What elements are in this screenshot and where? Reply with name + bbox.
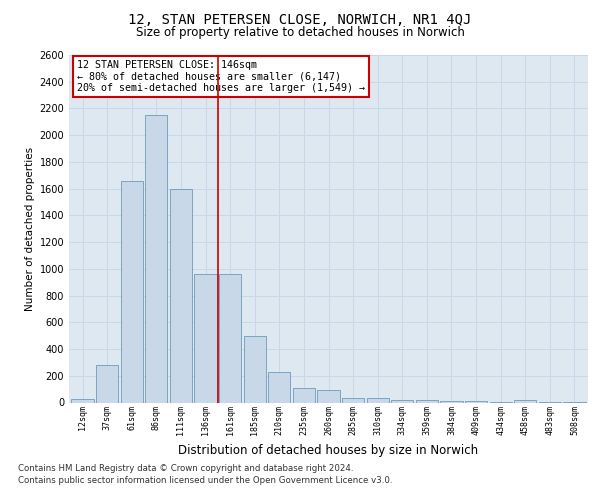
Bar — [121, 180, 143, 402]
Bar — [170, 188, 192, 402]
Bar — [391, 400, 413, 402]
Bar — [342, 398, 364, 402]
Bar — [96, 365, 118, 403]
Text: Contains public sector information licensed under the Open Government Licence v3: Contains public sector information licen… — [18, 476, 392, 485]
Text: 12, STAN PETERSEN CLOSE, NORWICH, NR1 4QJ: 12, STAN PETERSEN CLOSE, NORWICH, NR1 4Q… — [128, 12, 472, 26]
Bar — [244, 336, 266, 402]
Text: 12 STAN PETERSEN CLOSE: 146sqm
← 80% of detached houses are smaller (6,147)
20% : 12 STAN PETERSEN CLOSE: 146sqm ← 80% of … — [77, 60, 365, 94]
Bar — [194, 274, 217, 402]
Bar — [440, 401, 463, 402]
Bar — [416, 400, 438, 402]
Bar — [71, 399, 94, 402]
Bar — [367, 398, 389, 402]
Text: Size of property relative to detached houses in Norwich: Size of property relative to detached ho… — [136, 26, 464, 39]
Text: Contains HM Land Registry data © Crown copyright and database right 2024.: Contains HM Land Registry data © Crown c… — [18, 464, 353, 473]
Bar — [145, 115, 167, 403]
Y-axis label: Number of detached properties: Number of detached properties — [25, 146, 35, 311]
Bar — [514, 400, 536, 402]
X-axis label: Distribution of detached houses by size in Norwich: Distribution of detached houses by size … — [178, 444, 479, 456]
Bar — [293, 388, 315, 402]
Bar — [268, 372, 290, 402]
Bar — [317, 390, 340, 402]
Bar — [219, 274, 241, 402]
